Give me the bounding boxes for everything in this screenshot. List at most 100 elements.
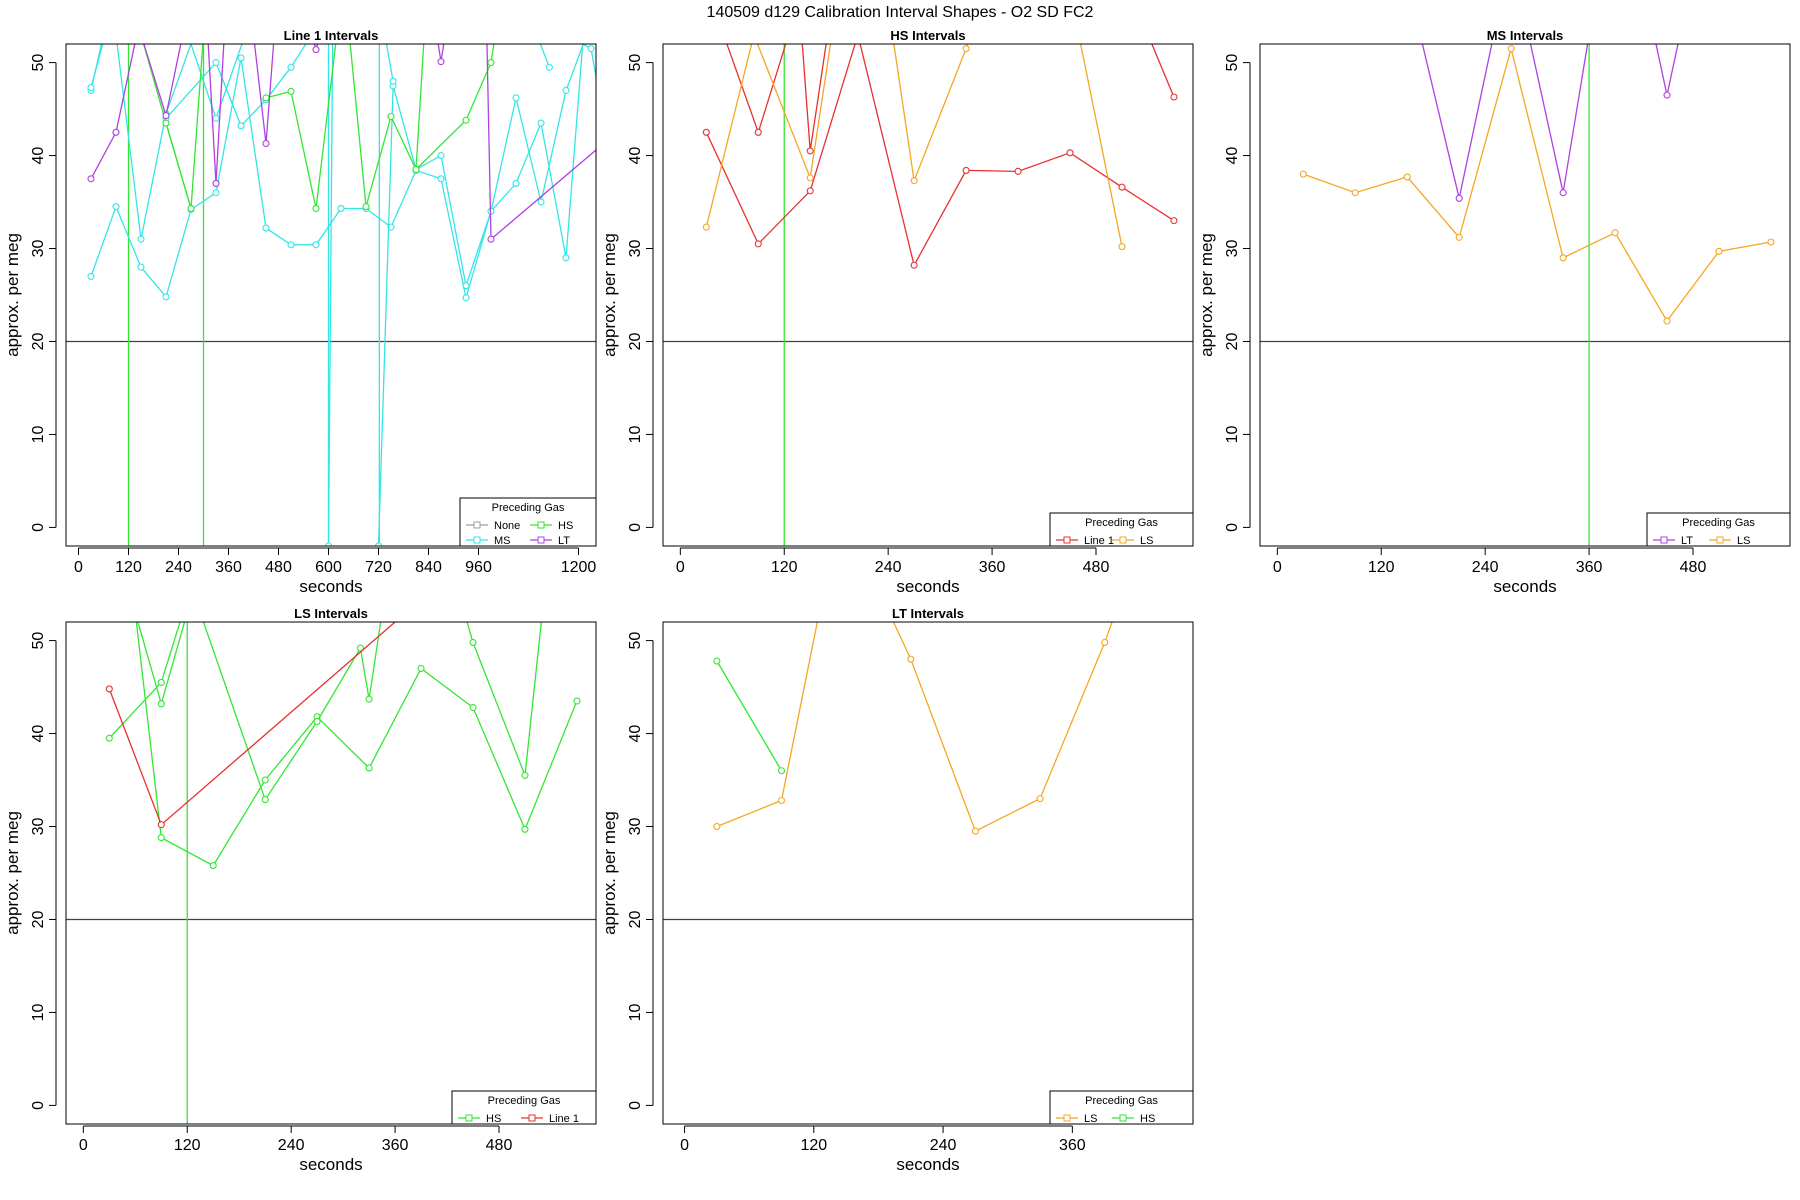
series-line-ms: [327, 44, 334, 546]
y-tick-label: 50: [30, 632, 47, 650]
data-point: [362, 203, 370, 211]
plot-frame: [65, 43, 597, 547]
data-point: [512, 94, 520, 102]
data-point: [1507, 45, 1515, 53]
data-point: [262, 139, 270, 148]
legend-title: Preceding Gas: [488, 1095, 561, 1107]
legend-swatch-marker: [537, 521, 545, 529]
data-point: [1118, 243, 1126, 251]
series-line-lt: [90, 44, 136, 180]
series-line-hs: [202, 622, 382, 802]
data-point: [374, 542, 383, 546]
data-point: [562, 86, 570, 95]
data-point: [537, 119, 545, 127]
legend-box: [459, 497, 597, 547]
data-point: [1299, 170, 1307, 178]
legend-entry-label: Line 1: [549, 1113, 579, 1125]
x-tick-label: 240: [1472, 559, 1499, 576]
plot-area: [66, 44, 596, 546]
data-point: [162, 112, 170, 120]
y-tick-label: 10: [1224, 425, 1241, 443]
data-point: [806, 174, 814, 182]
x-tick-label: 360: [979, 559, 1006, 576]
data-point: [1101, 638, 1109, 647]
x-tick-label: 960: [465, 559, 492, 576]
legend-entry-label: LS: [1140, 535, 1153, 547]
x-axis-label: seconds: [896, 1155, 959, 1174]
y-axis: 0 10 20 30 40 50: [627, 632, 654, 1110]
data-point: [537, 198, 545, 206]
data-point: [1663, 91, 1671, 99]
panel-title: LS Intervals: [294, 606, 368, 621]
chart-panel-4: LS Intervals 0 10 20 30 40 50 approx. per meg 0 1…: [3, 606, 597, 1174]
data-point: [806, 187, 814, 195]
data-point: [1663, 317, 1671, 325]
series-line-hs: [165, 122, 192, 209]
data-point: [157, 821, 165, 829]
data-point: [261, 776, 269, 784]
x-tick-label: 0: [680, 1137, 689, 1154]
x-axis-label: seconds: [1493, 577, 1556, 596]
legend-entry-label: LT: [558, 535, 570, 547]
plot-area: [663, 44, 1193, 546]
x-axis-label: seconds: [896, 577, 959, 596]
y-axis: 0 10 20 30 40 50: [30, 54, 57, 532]
data-point: [587, 45, 595, 53]
data-point: [312, 46, 320, 54]
data-point: [162, 293, 170, 301]
data-point: [287, 87, 295, 95]
panel-title: Line 1 Intervals: [284, 28, 379, 43]
data-point: [1118, 183, 1126, 191]
x-tick-label: 0: [1273, 559, 1282, 576]
x-tick-label: 720: [365, 559, 392, 576]
x-axis: 0 120 240 360: [680, 1125, 1086, 1154]
x-tick-label: 120: [1368, 559, 1395, 576]
y-tick-label: 50: [1224, 54, 1241, 72]
data-point: [87, 84, 95, 92]
x-tick-label: 600: [315, 559, 342, 576]
series-line-line-1: [705, 44, 1175, 268]
series-line-hs: [466, 622, 542, 776]
series-line-ms: [385, 44, 394, 82]
legend-entry-label: LS: [1737, 535, 1750, 547]
x-tick-label: 360: [1576, 559, 1603, 576]
legend: Preceding Gas LT LS: [1646, 512, 1791, 547]
y-axis-label: approx. per meg: [600, 233, 619, 357]
y-tick-label: 50: [30, 54, 47, 72]
series-line-lt: [437, 44, 445, 62]
series-line-line-1: [108, 622, 396, 826]
data-point: [137, 235, 145, 243]
y-tick-label: 30: [30, 818, 47, 836]
data-point: [462, 294, 470, 302]
data-point: [962, 45, 970, 53]
legend-title: Preceding Gas: [492, 502, 565, 514]
y-tick-label: 20: [30, 332, 47, 350]
y-tick-label: 10: [30, 425, 47, 443]
legend-entry-label: LS: [1084, 1113, 1097, 1125]
legend-entry-label: HS: [1140, 1113, 1155, 1125]
legend-entry-label: Line 1: [1084, 535, 1114, 547]
data-point: [212, 189, 220, 197]
data-point: [262, 94, 270, 102]
data-point: [112, 203, 120, 211]
data-point: [157, 834, 165, 842]
data-point: [512, 179, 520, 187]
panel-title: MS Intervals: [1487, 28, 1564, 43]
y-tick-label: 40: [30, 725, 47, 743]
data-point: [702, 128, 710, 136]
x-axis-label: seconds: [299, 1155, 362, 1174]
data-point: [469, 703, 477, 712]
data-point: [1066, 149, 1074, 157]
data-point: [337, 204, 345, 213]
legend: Preceding Gas None HS MS LT: [459, 497, 597, 547]
y-tick-label: 40: [627, 147, 644, 165]
x-tick-label: 240: [278, 1137, 305, 1154]
legend-entry-label: MS: [494, 535, 511, 547]
y-axis-label: approx. per meg: [3, 233, 22, 357]
series-line-ls: [1079, 44, 1123, 247]
data-point: [562, 254, 570, 262]
x-tick-label: 360: [382, 1137, 409, 1154]
data-point: [312, 204, 320, 213]
data-point: [237, 122, 245, 130]
